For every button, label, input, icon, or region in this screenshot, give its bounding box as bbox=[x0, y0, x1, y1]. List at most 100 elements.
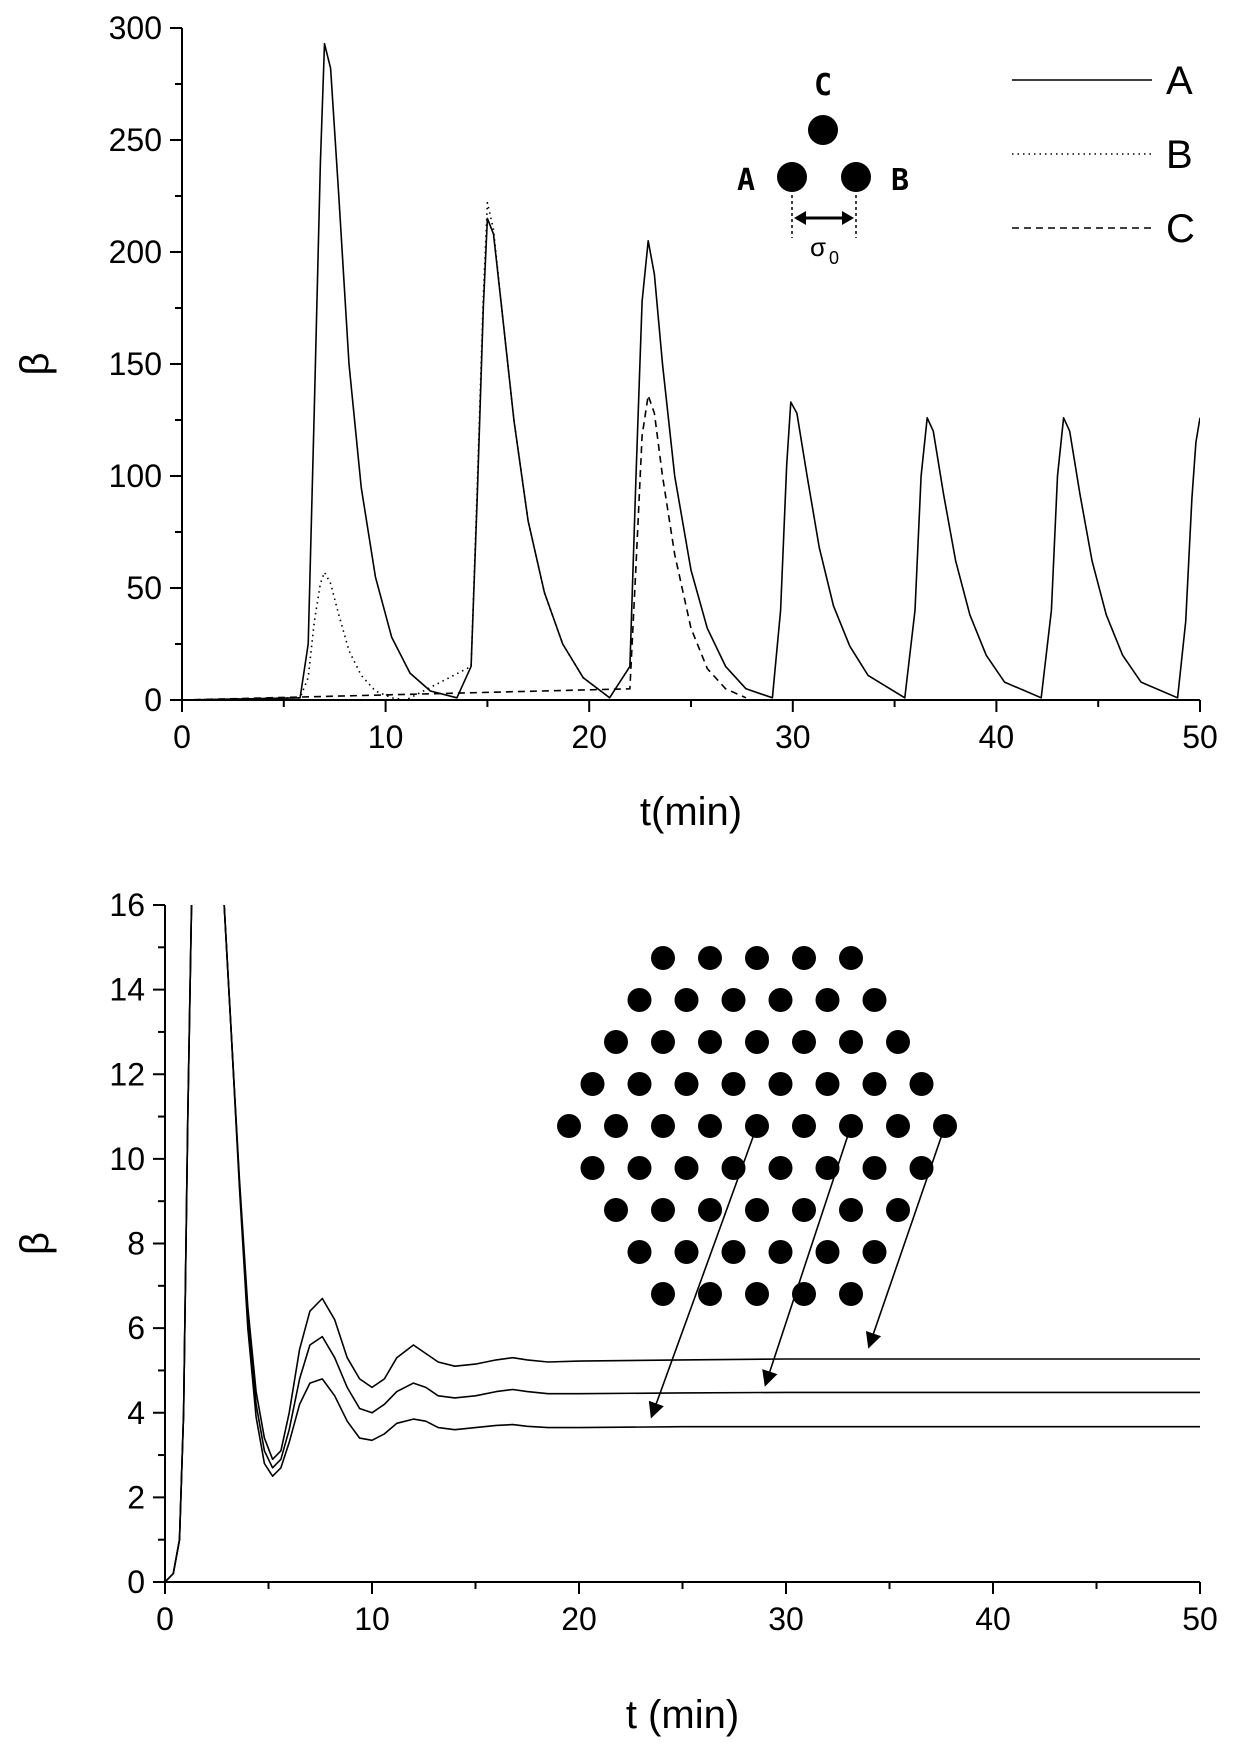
lattice-particle bbox=[815, 1156, 840, 1180]
lattice-particle bbox=[909, 1156, 934, 1180]
lattice-particle bbox=[698, 1030, 722, 1054]
particle-label-b: B bbox=[891, 163, 909, 198]
lattice-particle bbox=[792, 946, 816, 970]
lattice-particle bbox=[792, 1030, 816, 1054]
x-tick-label: 10 bbox=[354, 1601, 390, 1637]
lattice-particle bbox=[839, 1282, 863, 1306]
particle-c bbox=[808, 115, 838, 145]
lattice-particle bbox=[815, 1240, 840, 1264]
lattice-particle bbox=[768, 1240, 793, 1264]
lattice-particle bbox=[862, 1240, 887, 1264]
lattice-particle bbox=[839, 1198, 863, 1222]
x-tick-label: 10 bbox=[368, 719, 404, 755]
y-tick-label: 16 bbox=[109, 887, 145, 923]
distance-arrow-left-head bbox=[794, 211, 806, 225]
y-tick-label: 150 bbox=[109, 346, 162, 382]
legend-label-c: C bbox=[1166, 207, 1195, 251]
x-tick-label: 30 bbox=[775, 719, 811, 755]
lattice-particle bbox=[721, 988, 746, 1012]
lattice-particle bbox=[651, 946, 675, 970]
lattice-particle bbox=[651, 1282, 675, 1306]
y-tick-label: 250 bbox=[109, 122, 162, 158]
inset-three-particles: C A Bσ 0 bbox=[737, 68, 909, 268]
lattice-particle bbox=[839, 946, 863, 970]
x-tick-label: 50 bbox=[1182, 719, 1218, 755]
lattice-particle bbox=[604, 1030, 628, 1054]
lattice-particle bbox=[627, 1240, 652, 1264]
y-tick-label: 6 bbox=[127, 1310, 145, 1346]
legend-label-b: B bbox=[1166, 133, 1193, 177]
x-tick-label: 50 bbox=[1182, 1601, 1218, 1637]
y-tick-label: 0 bbox=[127, 1564, 145, 1600]
top-chart: 0 10 20 30 40 50050100150200250300t(min)βABCC… bbox=[13, 10, 1218, 834]
lattice-particle bbox=[792, 1198, 816, 1222]
particle-b bbox=[841, 162, 871, 192]
inset-hexagonal-lattice bbox=[557, 946, 957, 1419]
particle-label-c: C bbox=[814, 68, 832, 103]
x-tick-label: 20 bbox=[571, 719, 607, 755]
series-line-3 bbox=[165, 905, 1200, 1582]
y-tick-label: 4 bbox=[127, 1395, 145, 1431]
series-line-2 bbox=[165, 905, 1200, 1582]
lattice-particle bbox=[839, 1030, 863, 1054]
lattice-particle bbox=[580, 1156, 605, 1180]
y-axis-title: β bbox=[13, 352, 57, 375]
lattice-particle bbox=[745, 1282, 769, 1306]
x-tick-label: 0 bbox=[173, 719, 191, 755]
lattice-particle bbox=[862, 1156, 887, 1180]
lattice-particle bbox=[674, 1072, 699, 1096]
lattice-particle bbox=[886, 1114, 910, 1138]
lattice-particle bbox=[651, 1114, 675, 1138]
lattice-particle bbox=[886, 1198, 910, 1222]
lattice-particle bbox=[674, 988, 699, 1012]
lattice-particle bbox=[627, 1072, 652, 1096]
y-tick-label: 8 bbox=[127, 1226, 145, 1262]
series-line-b bbox=[182, 201, 611, 700]
y-tick-label: 100 bbox=[109, 458, 162, 494]
lattice-particle bbox=[745, 946, 769, 970]
distance-arrow-right-head bbox=[842, 211, 854, 225]
lattice-particle bbox=[698, 946, 722, 970]
pointer-arrow bbox=[762, 1125, 852, 1387]
lattice-particle bbox=[768, 1156, 793, 1180]
lattice-particle bbox=[698, 1114, 722, 1138]
y-tick-label: 300 bbox=[109, 10, 162, 46]
x-axis-title: t(min) bbox=[640, 790, 742, 834]
lattice-particle bbox=[745, 1030, 769, 1054]
x-tick-label: 30 bbox=[768, 1601, 804, 1637]
lattice-particle bbox=[580, 1072, 605, 1096]
y-tick-label: 0 bbox=[144, 682, 162, 718]
x-tick-label: 0 bbox=[156, 1601, 174, 1637]
y-tick-label: 200 bbox=[109, 234, 162, 270]
lattice-particle bbox=[557, 1114, 581, 1138]
lattice-particle bbox=[604, 1114, 628, 1138]
y-tick-label: 50 bbox=[126, 570, 162, 606]
pointer-arrow bbox=[865, 1125, 946, 1349]
lattice-particle bbox=[768, 1072, 793, 1096]
lattice-particle bbox=[651, 1030, 675, 1054]
pointer-arrow bbox=[648, 1125, 758, 1419]
x-tick-label: 20 bbox=[561, 1601, 597, 1637]
series-group bbox=[182, 42, 1200, 700]
lattice-particle bbox=[721, 1072, 746, 1096]
lattice-particle bbox=[604, 1198, 628, 1222]
distance-label: σ bbox=[810, 232, 826, 262]
lattice-particle bbox=[792, 1114, 816, 1138]
particle-label-a: A bbox=[737, 163, 755, 198]
lattice-particle bbox=[674, 1240, 699, 1264]
lattice-particle bbox=[768, 988, 793, 1012]
lattice-particle bbox=[698, 1282, 722, 1306]
x-tick-label: 40 bbox=[975, 1601, 1011, 1637]
y-tick-label: 12 bbox=[109, 1056, 145, 1092]
y-tick-label: 14 bbox=[109, 972, 145, 1008]
lattice-particle bbox=[909, 1072, 934, 1096]
x-tick-label: 40 bbox=[979, 719, 1015, 755]
lattice-particle bbox=[862, 1072, 887, 1096]
distance-label-subscript: 0 bbox=[829, 248, 839, 268]
lattice-particle bbox=[862, 988, 887, 1012]
lattice-particle bbox=[651, 1198, 675, 1222]
lattice-particle bbox=[698, 1198, 722, 1222]
lattice-particle bbox=[674, 1156, 699, 1180]
series-line-a bbox=[182, 42, 1200, 700]
